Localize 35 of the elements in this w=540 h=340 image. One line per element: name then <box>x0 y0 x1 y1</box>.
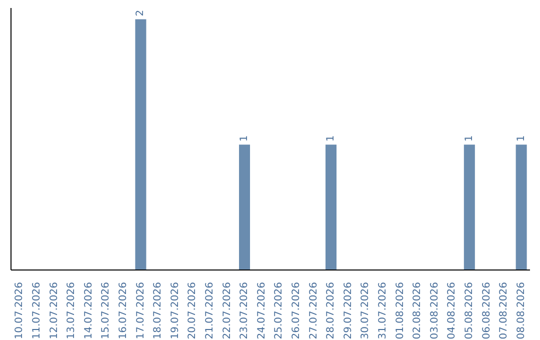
x-tick-label: 22.07.2026 <box>222 282 233 340</box>
data-label: 1 <box>326 135 337 142</box>
x-tick-label: 06.08.2026 <box>481 282 492 340</box>
x-tick-label: 25.07.2026 <box>274 282 285 340</box>
x-tick-label: 23.07.2026 <box>239 282 250 340</box>
x-tick-label: 13.07.2026 <box>66 282 78 340</box>
x-tick-label: 28.07.2026 <box>326 282 337 340</box>
x-tick-label: 27.07.2026 <box>308 282 320 340</box>
x-tick-label: 08.08.2026 <box>516 282 527 340</box>
x-tick-label: 04.08.2026 <box>446 282 458 340</box>
x-tick-label: 07.08.2026 <box>498 282 510 340</box>
x-tick-label: 12.07.2026 <box>48 282 60 340</box>
x-tick-label: 20.07.2026 <box>187 282 198 340</box>
x-tick-label: 30.07.2026 <box>360 282 372 340</box>
data-label: 1 <box>516 135 527 142</box>
x-tick-label: 02.08.2026 <box>412 282 424 340</box>
x-tick-label: 05.08.2026 <box>464 282 475 340</box>
x-tick-label: 10.07.2026 <box>14 282 26 340</box>
x-tick-label: 21.07.2026 <box>204 282 216 340</box>
x-tick-label: 18.07.2026 <box>152 282 164 340</box>
data-label: 1 <box>239 135 250 142</box>
x-tick-label: 14.07.2026 <box>83 282 94 340</box>
x-tick-label: 17.07.2026 <box>135 282 146 340</box>
x-tick-label: 03.08.2026 <box>429 282 440 340</box>
x-tick-label: 26.07.2026 <box>290 282 302 340</box>
x-tick-label: 29.07.2026 <box>342 282 354 340</box>
x-tick-label: 11.07.2026 <box>31 282 42 340</box>
x-tick-label: 24.07.2026 <box>256 282 268 340</box>
data-label: 1 <box>464 135 475 142</box>
x-tick-label: 15.07.2026 <box>100 282 112 340</box>
x-tick-label: 19.07.2026 <box>170 282 181 340</box>
x-tick-label: 31.07.2026 <box>377 282 388 340</box>
x-tick-label: 01.08.2026 <box>394 282 406 340</box>
data-label: 2 <box>135 10 146 16</box>
x-tick-label: 16.07.2026 <box>118 282 129 340</box>
